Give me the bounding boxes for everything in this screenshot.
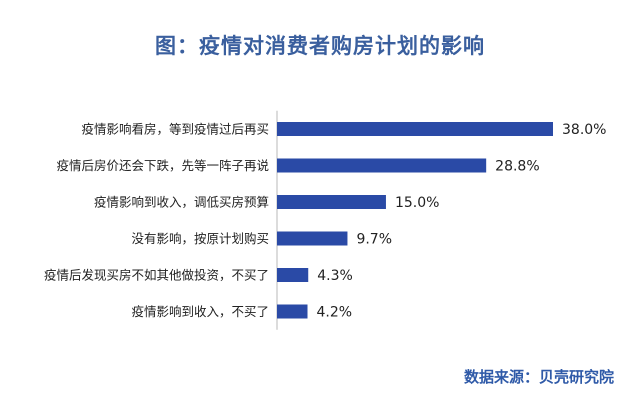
source-note: 数据来源：贝壳研究院 xyxy=(463,368,614,386)
value-label: 9.7% xyxy=(356,232,392,248)
category-label: 疫情影响到收入，不买了 xyxy=(131,304,269,319)
chart-layer: 疫情影响看房，等到疫情过后再买 38.0% 疫情后房价还会下跌，先等一阵子再说 28.… xyxy=(44,110,606,330)
value-label: 4.3% xyxy=(317,268,353,284)
chart-title: 图：疫情对消费者购房计划的影响 xyxy=(155,34,485,58)
bar xyxy=(277,122,553,136)
value-label: 15.0% xyxy=(395,195,439,211)
value-label: 4.2% xyxy=(317,305,353,321)
category-label: 疫情后房价还会下跌，先等一阵子再说 xyxy=(56,158,269,173)
bar xyxy=(277,268,309,282)
value-label: 38.0% xyxy=(562,122,606,138)
category-label: 疫情影响看房，等到疫情过后再买 xyxy=(81,122,269,137)
bar xyxy=(277,158,487,173)
bar xyxy=(277,304,308,319)
value-label: 28.8% xyxy=(495,159,539,175)
bar xyxy=(277,195,386,209)
category-label: 没有影响，按原计划购买 xyxy=(131,231,269,246)
category-label: 疫情影响到收入，调低买房预算 xyxy=(94,195,269,210)
bar xyxy=(277,231,348,246)
category-label: 疫情后发现买房不如其他做投资，不买了 xyxy=(44,268,269,283)
